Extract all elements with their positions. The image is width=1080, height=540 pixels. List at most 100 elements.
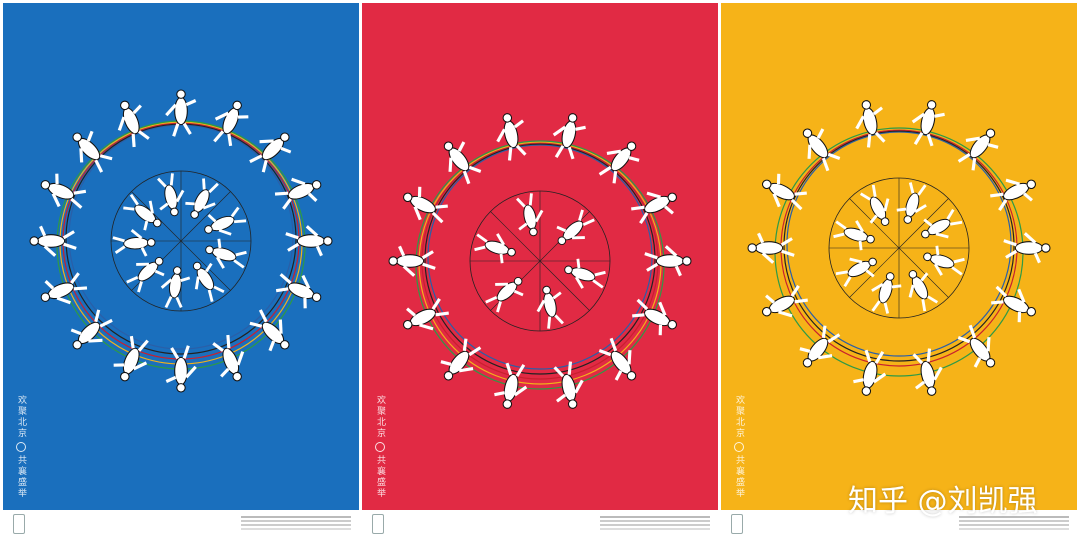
- figure-limb: [644, 252, 658, 260]
- figure-limb: [639, 212, 649, 224]
- figure-head: [542, 285, 551, 295]
- figure-limb: [285, 232, 299, 240]
- figure-head: [903, 215, 913, 224]
- logo: [731, 514, 743, 534]
- figure-limb: [237, 115, 249, 119]
- figure-limb: [419, 323, 434, 331]
- figure-limb: [658, 324, 663, 336]
- figure-head: [205, 245, 214, 255]
- figure-limb: [73, 286, 88, 291]
- figure-limb: [995, 285, 1008, 298]
- figure-limb: [933, 263, 943, 276]
- skier-figure: [70, 309, 113, 350]
- skier-figure: [911, 100, 945, 147]
- figure-limb: [598, 348, 612, 357]
- figure-limb: [1017, 311, 1022, 323]
- figure-limb: [646, 262, 659, 272]
- figure-limb: [778, 310, 793, 318]
- figure-limb: [817, 353, 833, 360]
- figure-head: [626, 141, 637, 151]
- figure-limb: [552, 291, 562, 300]
- figure-head: [443, 371, 454, 381]
- figure-limb: [129, 335, 135, 349]
- figure-body: [843, 227, 869, 242]
- figure-head: [40, 180, 51, 190]
- figure-limb: [849, 257, 863, 264]
- slogan-bottom: 共襄盛举: [375, 455, 385, 499]
- figure-head: [204, 225, 213, 234]
- figure-limb: [233, 259, 245, 269]
- figure-limb: [194, 276, 200, 290]
- skier-figure: [249, 132, 292, 173]
- skier-figure: [957, 324, 996, 368]
- figure-limb: [843, 276, 852, 288]
- figure-limb: [398, 245, 406, 257]
- figure-head: [747, 243, 757, 253]
- figure-head: [1026, 306, 1036, 317]
- figure-limb: [113, 363, 125, 367]
- figure-limb: [946, 208, 955, 220]
- artwork: [388, 113, 692, 409]
- poster-blue: 欢聚北京共襄盛举: [3, 3, 359, 510]
- skier-figure: [644, 245, 692, 277]
- figure-limb: [536, 299, 546, 313]
- figure-limb: [207, 213, 217, 223]
- figure-limb: [513, 289, 524, 297]
- figure-limb: [923, 218, 933, 227]
- figure-limb: [1005, 249, 1018, 259]
- poster-red: 欢聚北京共襄盛举: [362, 3, 718, 510]
- figure-limb: [227, 133, 233, 147]
- skier-figure: [185, 178, 219, 219]
- figure-limb: [476, 233, 488, 243]
- figure-limb: [94, 159, 104, 173]
- figure-limb: [279, 273, 292, 285]
- skier-figure: [859, 184, 890, 226]
- figure-limb: [914, 380, 926, 390]
- figure-head: [176, 383, 186, 393]
- skier-figure: [126, 256, 165, 293]
- skier-figure: [440, 338, 482, 381]
- figure-limb: [215, 256, 225, 269]
- ring: [424, 143, 656, 375]
- skier-figure: [40, 272, 88, 305]
- skier-figure: [536, 285, 564, 329]
- figure-head: [529, 227, 538, 237]
- figure-limb: [869, 214, 878, 224]
- skier-figure: [496, 113, 527, 161]
- figure-limb: [874, 350, 885, 364]
- figure-limb: [417, 186, 422, 198]
- figure-limb: [612, 170, 618, 184]
- figure-limb: [131, 133, 136, 148]
- figure-limb: [855, 220, 865, 233]
- figure-head: [280, 340, 290, 350]
- figure-limb: [154, 269, 165, 277]
- figure-limb: [274, 191, 289, 196]
- figure-limb: [574, 276, 584, 289]
- skier-figure: [921, 208, 963, 239]
- spoke: [898, 198, 949, 249]
- figure-limb: [1023, 232, 1037, 244]
- figure-limb: [534, 209, 544, 223]
- figure-limb: [883, 198, 890, 212]
- spoke: [898, 247, 949, 298]
- figure-limb: [143, 220, 149, 231]
- figure-head: [762, 306, 772, 317]
- figure-limb: [871, 184, 877, 198]
- figure-limb: [609, 337, 618, 352]
- figure-limb: [56, 296, 71, 305]
- figure-limb: [821, 325, 827, 339]
- skier-figure: [403, 186, 448, 224]
- figure-limb: [44, 280, 55, 290]
- figure-limb: [303, 297, 307, 309]
- figure-head: [170, 207, 179, 217]
- footer: [362, 510, 718, 540]
- figure-limb: [136, 262, 149, 266]
- figure-head: [120, 371, 130, 382]
- skier-figure: [160, 266, 191, 309]
- figure-limb: [63, 242, 77, 250]
- figure-limb: [987, 143, 999, 149]
- figure-limb: [217, 238, 222, 249]
- figure-limb: [43, 245, 57, 257]
- figure-limb: [462, 170, 471, 185]
- figure-limb: [218, 228, 232, 236]
